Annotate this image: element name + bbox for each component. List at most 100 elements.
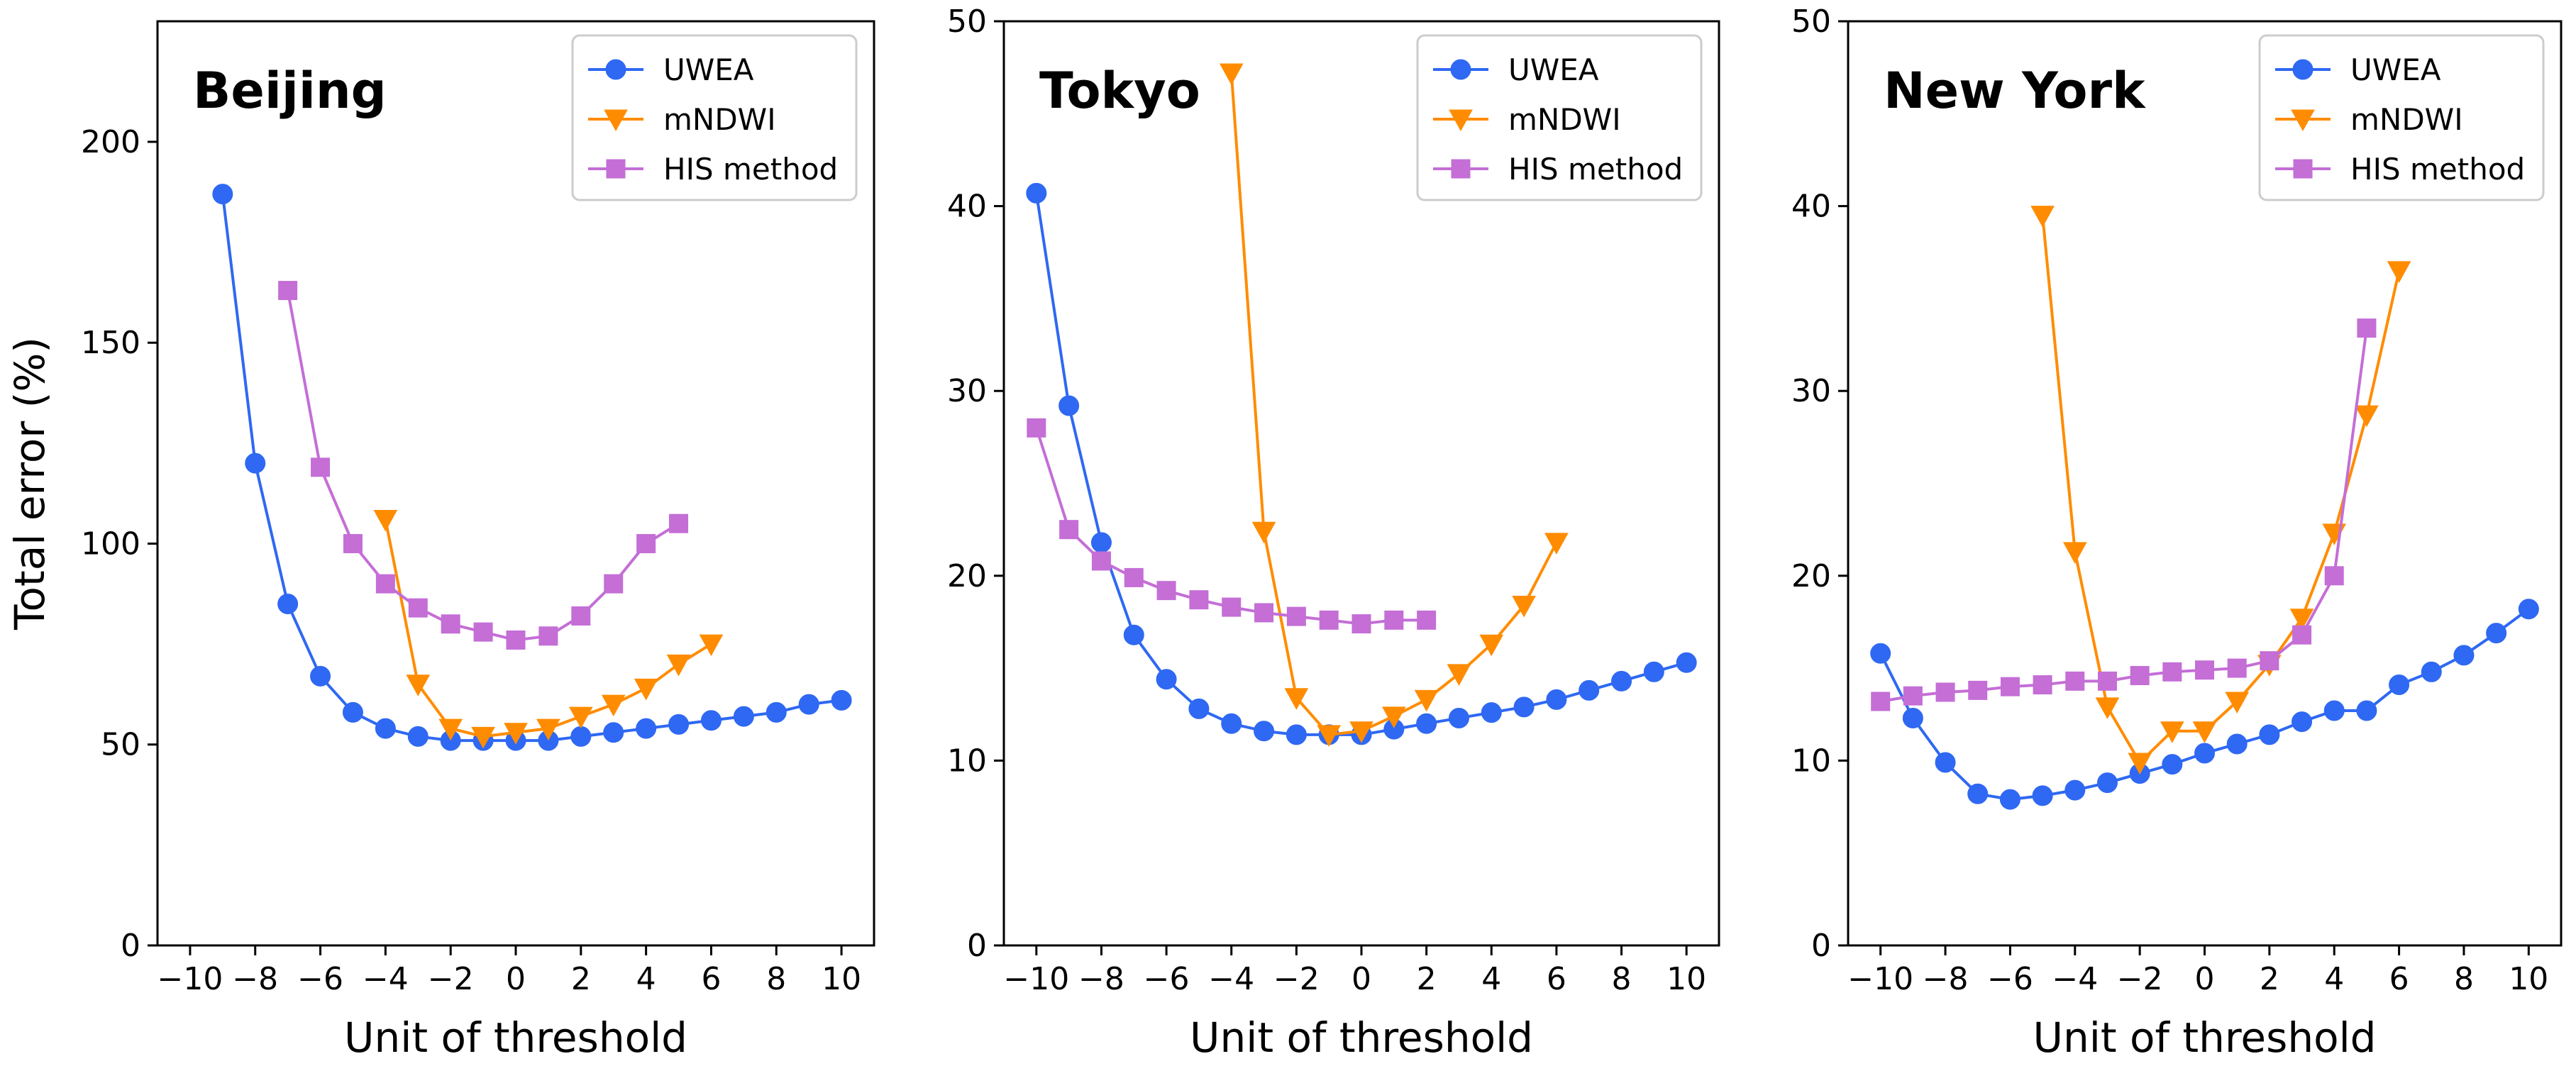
his-method-point — [1124, 567, 1144, 587]
x-tick-label: 2 — [2260, 961, 2279, 997]
x-tick-label: −10 — [1847, 961, 1913, 997]
plot-area-1 — [212, 184, 852, 751]
mndwi-point — [2322, 523, 2347, 545]
legend: UWEA mNDWI HIS method — [571, 34, 858, 201]
y-tick-label: 10 — [947, 743, 987, 779]
y-tick-label: 50 — [947, 4, 987, 40]
uwea-point — [636, 718, 657, 739]
his-method-line — [1034, 427, 1427, 626]
x-axis-label: Unit of threshold — [344, 1014, 687, 1062]
uwea-point — [1090, 532, 1112, 553]
panel-2: −10 −8 −6 −4 −2 0 2 4 6 8 10 0 10 20 30 40 50 Unit of thr… — [947, 4, 1720, 1062]
uwea-point — [1123, 624, 1144, 645]
mndwi-point — [373, 509, 398, 532]
x-tick-label: 4 — [1481, 961, 1501, 997]
legend-box — [571, 34, 858, 201]
x-tick-label: −10 — [157, 961, 223, 997]
his-method-point — [1871, 692, 1891, 711]
x-axis-label: Unit of threshold — [1190, 1014, 1533, 1062]
uwea-line — [1879, 608, 2530, 801]
his-method-point — [506, 630, 526, 650]
legend-his-method-marker — [606, 159, 626, 179]
uwea-point — [2389, 674, 2410, 696]
his-method-point — [1935, 682, 1955, 702]
his-method-point — [1027, 418, 1046, 438]
his-method-point — [2097, 671, 2117, 691]
mndwi-point — [2225, 692, 2250, 714]
mndwi-point — [2355, 405, 2379, 428]
mndwi-point — [406, 674, 431, 696]
his-method-point — [2130, 666, 2150, 686]
his-method-point — [1189, 590, 1209, 610]
x-tick-label: 4 — [636, 961, 656, 997]
uwea-point — [2064, 779, 2086, 801]
uwea-point — [1156, 669, 1177, 690]
his-method-point — [2065, 671, 2085, 691]
mndwi-point — [2128, 753, 2152, 775]
x-tick-label: −8 — [1923, 961, 1969, 997]
x-tick-label: −4 — [2052, 961, 2098, 997]
his-method-point — [2227, 658, 2247, 678]
x-tick-label: −8 — [1078, 961, 1124, 997]
uwea-point — [1254, 721, 1275, 742]
mndwi-point — [2160, 721, 2184, 743]
panel-title: Tokyo — [1039, 62, 1200, 120]
uwea-point — [798, 694, 819, 715]
uwea-point — [1870, 643, 1891, 664]
uwea-point — [1221, 713, 1242, 734]
x-tick-label: −2 — [2117, 961, 2163, 997]
mndwi-point — [601, 694, 626, 717]
uwea-point — [407, 726, 429, 747]
mndwi-point — [2030, 206, 2055, 228]
legend-uwea-label: UWEA — [663, 52, 754, 87]
mndwi-point — [2192, 721, 2217, 743]
x-tick-label: 10 — [1666, 961, 1706, 997]
y-tick-label: 20 — [1791, 558, 1831, 594]
uwea-point — [2486, 623, 2507, 644]
his-method-point — [1384, 610, 1404, 630]
mndwi-point — [2095, 697, 2120, 719]
uwea-point — [668, 714, 690, 735]
y-tick-label: 0 — [1811, 928, 1831, 964]
uwea-point — [1416, 713, 1437, 734]
x-tick-label: −4 — [363, 961, 409, 997]
uwea-point — [1481, 702, 1502, 723]
panel-title: New York — [1884, 62, 2146, 120]
plot-area-3 — [1870, 206, 2539, 810]
his-method-point — [1286, 606, 1306, 626]
x-tick-label: −6 — [1987, 961, 2033, 997]
panel-3: −10 −8 −6 −4 −2 0 2 4 6 8 10 0 10 20 30 40 50 Unit of thr… — [1791, 4, 2563, 1062]
uwea-point — [2421, 661, 2442, 682]
uwea-point — [245, 453, 266, 474]
uwea-point — [733, 706, 754, 727]
his-method-point — [1417, 610, 1437, 630]
his-method-point — [2000, 677, 2020, 696]
y-tick-label: 0 — [121, 928, 140, 964]
mndwi-point — [1219, 63, 1244, 86]
uwea-point — [2096, 772, 2118, 794]
legend-uwea-label: UWEA — [1508, 52, 1599, 87]
x-tick-label: −10 — [1003, 961, 1069, 997]
his-method-point — [408, 598, 428, 618]
uwea-point — [2194, 743, 2215, 764]
x-tick-label: 10 — [822, 961, 861, 997]
plot-area-2 — [1026, 63, 1697, 747]
y-tick-label: 40 — [947, 189, 987, 225]
x-axis-label: Unit of threshold — [2033, 1014, 2377, 1062]
uwea-point — [1902, 707, 1923, 728]
uwea-point — [1579, 679, 1600, 701]
x-tick-label: 10 — [2509, 961, 2548, 997]
uwea-point — [2356, 700, 2377, 721]
x-tick-label: 8 — [1612, 961, 1632, 997]
mndwi-point — [699, 634, 724, 657]
his-method-point — [1254, 603, 1274, 623]
legend-box — [1416, 34, 1703, 201]
x-tick-label: 6 — [701, 961, 721, 997]
mndwi-point — [536, 718, 560, 741]
mndwi-point — [666, 654, 691, 677]
legend-his-method-label: HIS method — [1508, 152, 1683, 187]
his-method-point — [2033, 675, 2052, 695]
uwea-point — [765, 701, 787, 723]
mndwi-point — [634, 678, 658, 701]
